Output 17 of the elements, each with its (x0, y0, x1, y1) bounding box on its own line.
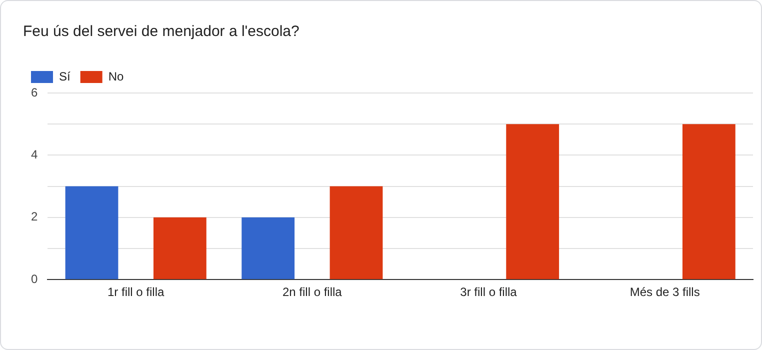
bar (330, 186, 383, 280)
bar (153, 217, 206, 280)
bar (682, 124, 736, 280)
y-tick-label: 6 (30, 85, 38, 100)
x-tick-label: Més de 3 fills (630, 285, 700, 300)
y-tick-label: 4 (30, 148, 38, 162)
legend-label: No (108, 69, 124, 84)
x-tick-label: 3r fill o filla (460, 285, 518, 300)
bar (65, 186, 118, 280)
bar (242, 217, 295, 280)
bar (506, 124, 560, 280)
chart-title: Feu ús del servei de menjador a l'escola? (23, 23, 300, 40)
x-tick-label: 2n fill o filla (282, 285, 342, 300)
y-tick-label: 0 (30, 272, 38, 286)
legend-label: Sí (59, 69, 72, 84)
x-tick-label: 1r fill o filla (107, 285, 165, 300)
y-tick-label: 2 (30, 210, 38, 224)
